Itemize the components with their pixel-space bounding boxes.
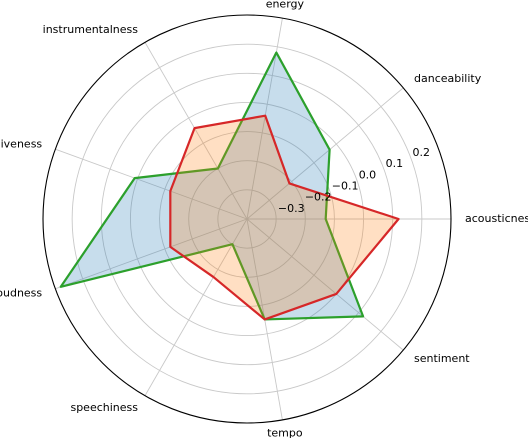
- category-label-sentiment: sentiment: [414, 352, 470, 365]
- series-group: [42, 14, 452, 424]
- r-tick-label: 0.0: [359, 168, 377, 181]
- category-label-energy: energy: [266, 0, 305, 10]
- spoke-line: [144, 42, 248, 220]
- category-label-speechiness: speechiness: [70, 401, 138, 414]
- spoke-line: [246, 87, 404, 220]
- radial-tick-labels: −0.3−0.2−0.10.0 0.1 0.2: [278, 146, 430, 215]
- category-label-danceability: danceability: [414, 72, 482, 85]
- spoke-line: [55, 218, 248, 290]
- series-2-line: [169, 114, 400, 321]
- series-1-area: [60, 52, 364, 320]
- spoke-line: [55, 148, 248, 220]
- category-label-liveness: liveness: [0, 137, 42, 150]
- series-2-area: [170, 115, 399, 320]
- category-label-loudness: loudness: [0, 287, 42, 300]
- series-1-line: [59, 51, 365, 321]
- outer-ring: [42, 14, 452, 424]
- category-label-acousticness: acousticness: [465, 212, 528, 225]
- polar-grid: [55, 18, 451, 420]
- category-label-tempo: tempo: [267, 427, 303, 438]
- category-label-instrumentalness: instrumentalness: [43, 23, 139, 36]
- r-tick-label: −0.2: [305, 191, 332, 204]
- r-tick-label: −0.1: [332, 180, 359, 193]
- r-tick-label: −0.3: [278, 202, 305, 215]
- spoke-line: [246, 218, 404, 351]
- r-tick-label: 0.1: [386, 157, 404, 170]
- spoke-line: [144, 218, 248, 396]
- r-tick-label: 0.2: [413, 146, 431, 159]
